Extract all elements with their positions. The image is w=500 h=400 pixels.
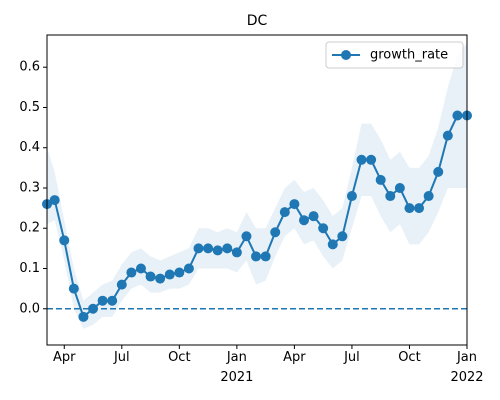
y-tick-label: 0.2 (19, 221, 40, 236)
x-tick-label: Jan 2021 (220, 350, 254, 385)
legend-label: growth_rate (370, 48, 448, 63)
x-tick-label: Oct (398, 350, 421, 365)
point (251, 251, 262, 262)
point (423, 191, 434, 202)
point (318, 223, 329, 234)
x-tick-label: Jul (344, 350, 360, 365)
legend-box (325, 41, 464, 69)
point (155, 273, 166, 284)
point (375, 174, 386, 185)
chart-title: DC (247, 13, 268, 29)
x-tick-label: Apr (53, 350, 76, 365)
point (346, 191, 357, 202)
point (107, 295, 118, 306)
x-tick-label: Jan 2022 (450, 350, 484, 385)
point (433, 166, 444, 177)
point (231, 247, 242, 258)
point (385, 191, 396, 202)
point (97, 295, 108, 306)
point (49, 195, 60, 206)
point (356, 154, 367, 165)
y-tick-label: 0.4 (19, 140, 40, 155)
point (260, 251, 271, 262)
point (88, 303, 99, 314)
y-tick-label: 0.5 (19, 100, 40, 115)
x-tick-label: Jul (113, 350, 130, 365)
point (222, 243, 233, 254)
point (68, 283, 79, 294)
point (174, 267, 185, 278)
y-tick-label: 0.3 (19, 180, 40, 195)
point (241, 231, 252, 242)
point (308, 211, 319, 222)
legend-marker (341, 50, 351, 60)
confidence-band (47, 43, 467, 329)
point (442, 130, 453, 141)
point (327, 239, 338, 250)
y-tick-label: 0.6 (19, 60, 40, 75)
point (164, 269, 175, 280)
plot-frame (46, 34, 468, 346)
point (404, 203, 415, 214)
point (212, 245, 223, 256)
x-tick-label: Apr (283, 350, 306, 365)
y-tick-label: 0.0 (19, 301, 40, 316)
point (116, 279, 127, 290)
point (203, 243, 214, 254)
point (270, 227, 281, 238)
point (126, 267, 137, 278)
point (298, 215, 309, 226)
point (135, 263, 146, 274)
point (366, 154, 377, 165)
point (394, 182, 405, 193)
point (78, 311, 89, 322)
point (452, 110, 463, 121)
point (414, 203, 425, 214)
point (183, 263, 194, 274)
x-tick-label: Oct (168, 350, 191, 365)
point (193, 243, 204, 254)
point (59, 235, 70, 246)
point (289, 199, 300, 210)
point (279, 207, 290, 218)
point (145, 271, 156, 282)
point (337, 231, 348, 242)
y-tick-label: 0.1 (19, 261, 40, 276)
